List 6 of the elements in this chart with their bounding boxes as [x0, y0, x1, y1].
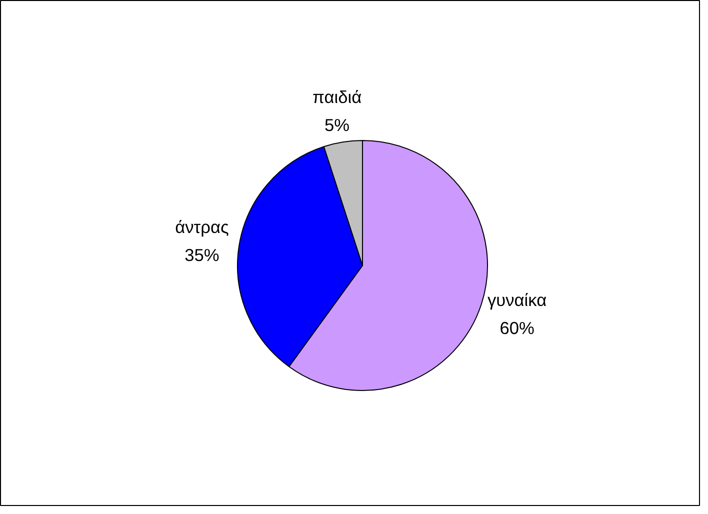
slice-label: γυναίκα [487, 290, 547, 310]
data-label: 60% [500, 318, 534, 338]
data-label: 5% [324, 115, 350, 136]
data-label: 35% [184, 245, 220, 266]
slice-label: παιδιά [312, 87, 362, 108]
slice-label: άντρας [175, 217, 229, 238]
